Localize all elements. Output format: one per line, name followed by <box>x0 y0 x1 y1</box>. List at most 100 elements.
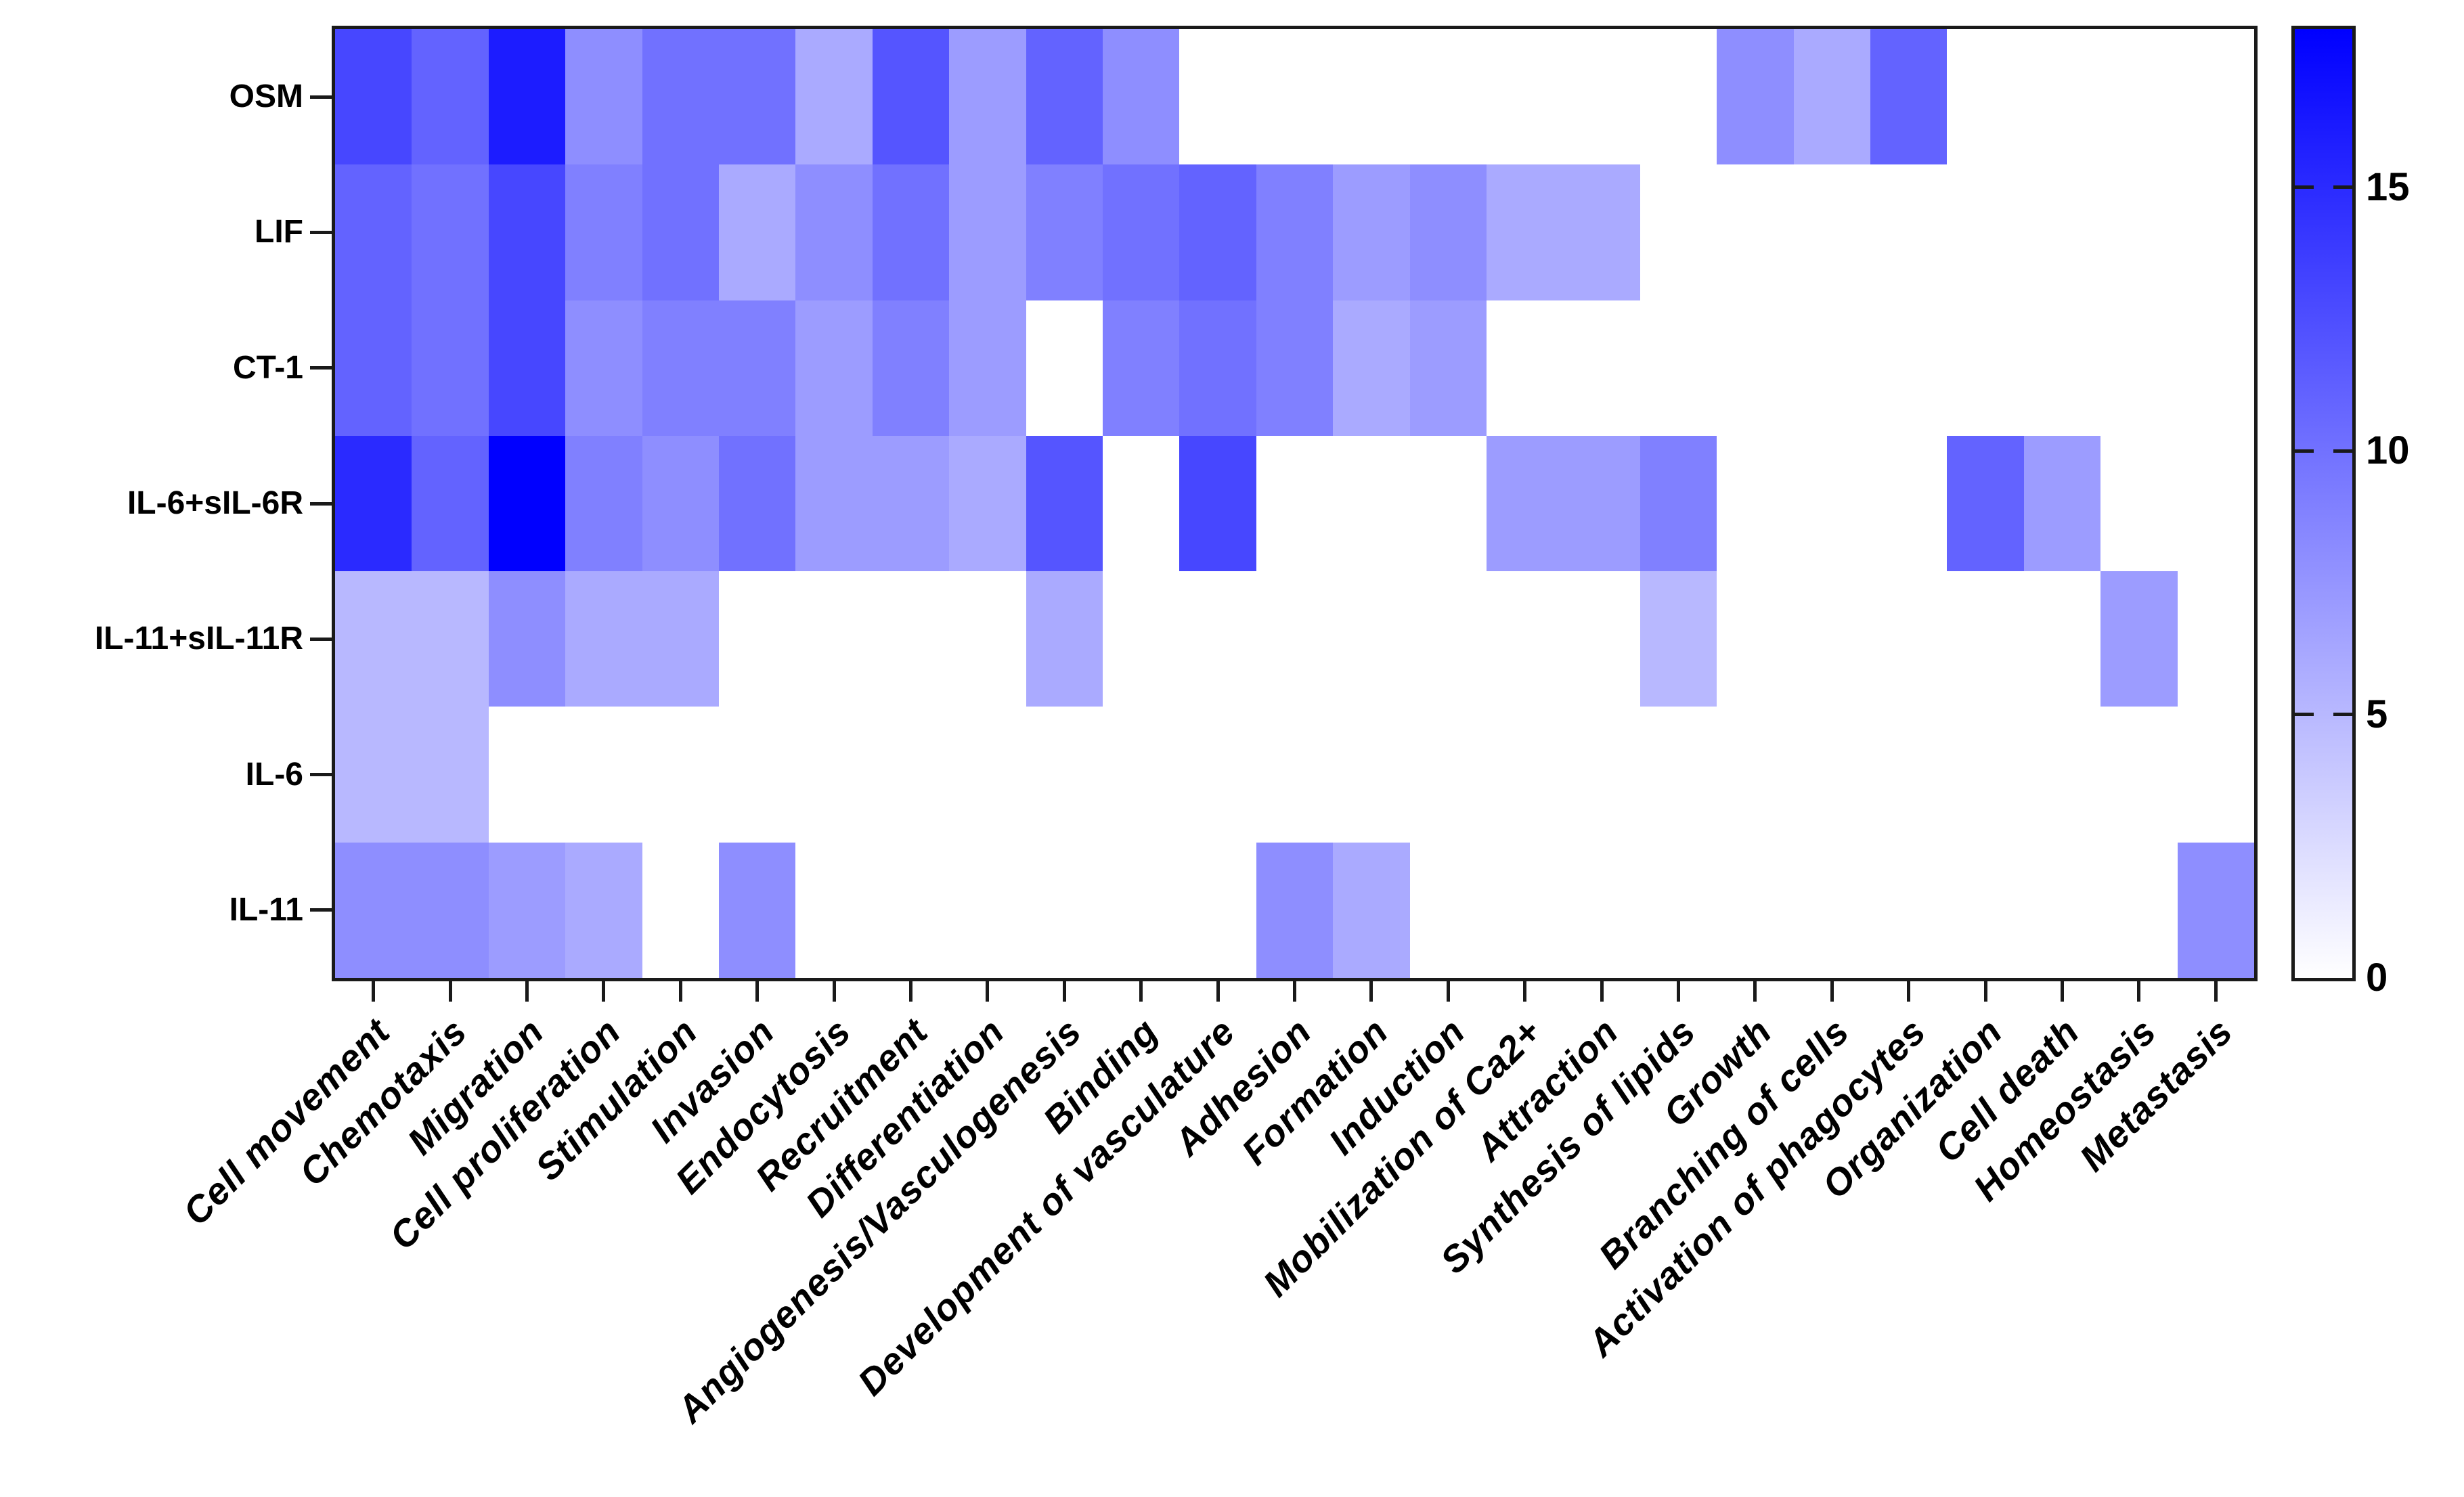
heatmap-cell <box>872 435 950 572</box>
heatmap-cell <box>1793 707 1870 843</box>
heatmap-cell <box>642 842 719 978</box>
y-axis-tick <box>310 501 332 506</box>
heatmap-cell <box>949 164 1026 300</box>
x-axis-tick <box>1293 980 1296 1002</box>
colorbar-tick <box>2295 713 2314 717</box>
heatmap-cell <box>2100 842 2178 978</box>
heatmap-cell <box>488 707 566 843</box>
x-axis-tick <box>2214 980 2218 1002</box>
heatmap-cell <box>1487 164 1564 300</box>
heatmap-cell <box>565 571 642 707</box>
colorbar-tick <box>2295 449 2314 453</box>
heatmap-cell <box>488 435 566 572</box>
heatmap-cell <box>488 842 566 978</box>
y-axis-tick <box>310 908 332 912</box>
x-axis-tick <box>2137 980 2141 1002</box>
heatmap-cell <box>2177 300 2254 436</box>
x-axis-tick <box>1139 980 1143 1002</box>
heatmap-cell <box>872 300 950 436</box>
heatmap-cell <box>1870 571 1948 707</box>
heatmap-cell <box>1026 300 1103 436</box>
heatmap-cell <box>872 842 950 978</box>
heatmap-cell <box>795 164 873 300</box>
heatmap-cell <box>2100 435 2178 572</box>
heatmap-cell <box>1409 435 1487 572</box>
x-axis-tick <box>1600 980 1604 1002</box>
heatmap-cell <box>412 435 489 572</box>
heatmap-cell <box>1487 435 1564 572</box>
heatmap-cell <box>1333 29 1410 165</box>
heatmap-cell <box>1409 300 1487 436</box>
heatmap-cell <box>1179 435 1256 572</box>
heatmap-cell <box>2177 707 2254 843</box>
heatmap-cell <box>1947 707 2024 843</box>
heatmap-cell <box>719 571 796 707</box>
heatmap-cell <box>872 571 950 707</box>
heatmap-cell <box>1640 164 1717 300</box>
heatmap-cell <box>2023 707 2101 843</box>
heatmap-cell <box>2023 435 2101 572</box>
heatmap-cell <box>719 164 796 300</box>
heatmap-cell <box>1409 571 1487 707</box>
x-axis-tick <box>1677 980 1680 1002</box>
heatmap-cell <box>565 29 642 165</box>
heatmap-cell <box>949 707 1026 843</box>
x-axis-tick <box>372 980 376 1002</box>
heatmap-cell <box>1947 300 2024 436</box>
heatmap-cell <box>1870 300 1948 436</box>
heatmap-cell <box>1409 707 1487 843</box>
heatmap-cell <box>1870 707 1948 843</box>
heatmap-cell <box>1333 707 1410 843</box>
heatmap-cell <box>565 435 642 572</box>
heatmap-grid <box>335 29 2254 978</box>
heatmap-cell <box>1563 842 1640 978</box>
heatmap-cell <box>642 571 719 707</box>
heatmap-cell <box>488 300 566 436</box>
heatmap-cell <box>1026 29 1103 165</box>
heatmap-cell <box>1717 435 1794 572</box>
heatmap-cell <box>1409 164 1487 300</box>
heatmap-cell <box>488 571 566 707</box>
heatmap-cell <box>1717 707 1794 843</box>
x-axis-tick <box>1983 980 1987 1002</box>
heatmap-cell <box>2023 29 2101 165</box>
y-axis-label: IL-6 <box>245 756 303 792</box>
heatmap-cell <box>1793 29 1870 165</box>
heatmap-cell <box>795 29 873 165</box>
heatmap-cell <box>795 435 873 572</box>
heatmap-cell <box>1947 571 2024 707</box>
colorbar-tick <box>2295 185 2314 189</box>
x-axis-tick <box>986 980 990 1002</box>
colorbar-tick <box>2333 449 2352 453</box>
heatmap-cell <box>412 842 489 978</box>
heatmap-cell <box>1870 29 1948 165</box>
heatmap-cell <box>1026 707 1103 843</box>
y-axis-tick <box>310 95 332 99</box>
heatmap-cell <box>642 29 719 165</box>
y-axis-label: IL-6+sIL-6R <box>127 485 303 521</box>
heatmap-cell <box>1640 707 1717 843</box>
x-axis-tick <box>525 980 529 1002</box>
heatmap-cell <box>335 300 412 436</box>
heatmap-cell <box>1793 842 1870 978</box>
heatmap-cell <box>1870 164 1948 300</box>
y-axis-label: IL-11+sIL-11R <box>94 621 303 657</box>
plot-frame <box>332 26 2258 981</box>
heatmap-cell <box>1103 435 1180 572</box>
heatmap-cell <box>2177 842 2254 978</box>
heatmap-cell <box>642 707 719 843</box>
x-axis-tick <box>2061 980 2064 1002</box>
heatmap-cell <box>1870 842 1948 978</box>
heatmap-cell <box>335 842 412 978</box>
heatmap-cell <box>1103 707 1180 843</box>
heatmap-cell <box>565 300 642 436</box>
heatmap-cell <box>1256 842 1334 978</box>
heatmap-cell <box>335 707 412 843</box>
x-axis-tick <box>1446 980 1450 1002</box>
heatmap-cell <box>795 571 873 707</box>
heatmap-cell <box>1793 435 1870 572</box>
heatmap-cell <box>1487 707 1564 843</box>
heatmap-cell <box>2100 29 2178 165</box>
x-axis-tick <box>909 980 912 1002</box>
heatmap-cell <box>795 300 873 436</box>
